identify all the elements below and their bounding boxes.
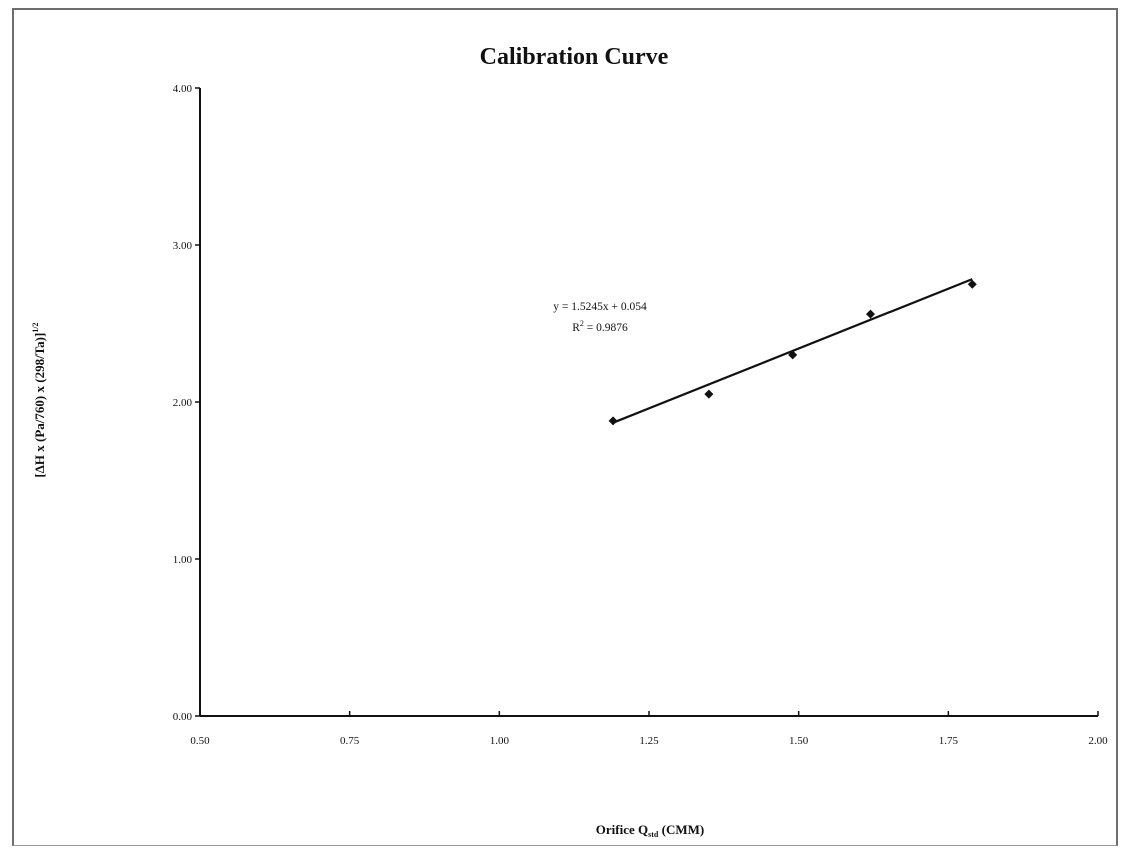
data-point — [608, 416, 618, 426]
x-axis-label-main: Orifice Q — [596, 822, 648, 837]
y-axis-label-main: [ΔH x (Pa/760) x (298/Ta)] — [32, 333, 47, 478]
y-tick-label: 0.00 — [173, 711, 193, 723]
x-tick-label: 1.25 — [639, 735, 659, 747]
y-axis-label-superscript: 1/2 — [31, 322, 40, 332]
x-ticks: 0.50 0.75 1.00 1.25 1.50 1.75 2.00 — [190, 711, 1108, 747]
data-point — [788, 350, 798, 360]
x-tick-label: 0.50 — [190, 735, 210, 747]
x-tick-label: 1.75 — [939, 735, 959, 747]
trendline-equation: y = 1.5245x + 0.054 — [553, 301, 647, 313]
r2-value: = 0.9876 — [584, 322, 628, 334]
r2-prefix: R — [572, 322, 580, 334]
data-point — [967, 279, 977, 289]
data-point — [866, 309, 876, 319]
x-tick-label: 1.50 — [789, 735, 809, 747]
y-ticks: 0.00 1.00 2.00 3.00 4.00 — [173, 83, 200, 723]
r-squared-label: R2 = 0.9876 — [572, 319, 628, 334]
y-tick-label: 2.00 — [173, 397, 193, 409]
data-points — [608, 279, 977, 426]
r2-superscript: 2 — [580, 319, 584, 328]
y-tick-label: 4.00 — [173, 83, 193, 95]
y-tick-label: 3.00 — [173, 240, 193, 252]
y-tick-label: 1.00 — [173, 554, 193, 566]
chart-title: Calibration Curve — [480, 44, 669, 70]
x-tick-label: 1.00 — [490, 735, 510, 747]
x-tick-label: 0.75 — [340, 735, 360, 747]
x-axis-label-suffix: (CMM) — [658, 822, 704, 837]
x-tick-label: 2.00 — [1088, 735, 1108, 747]
x-axis-label: Orifice Qstd (CMM) — [596, 822, 704, 839]
axes — [199, 88, 1098, 717]
data-point — [704, 389, 714, 399]
chart-frame — [12, 8, 1118, 846]
y-axis-label: [ΔH x (Pa/760) x (298/Ta)]1/2 — [31, 322, 47, 477]
x-axis-label-subscript: std — [648, 830, 659, 839]
